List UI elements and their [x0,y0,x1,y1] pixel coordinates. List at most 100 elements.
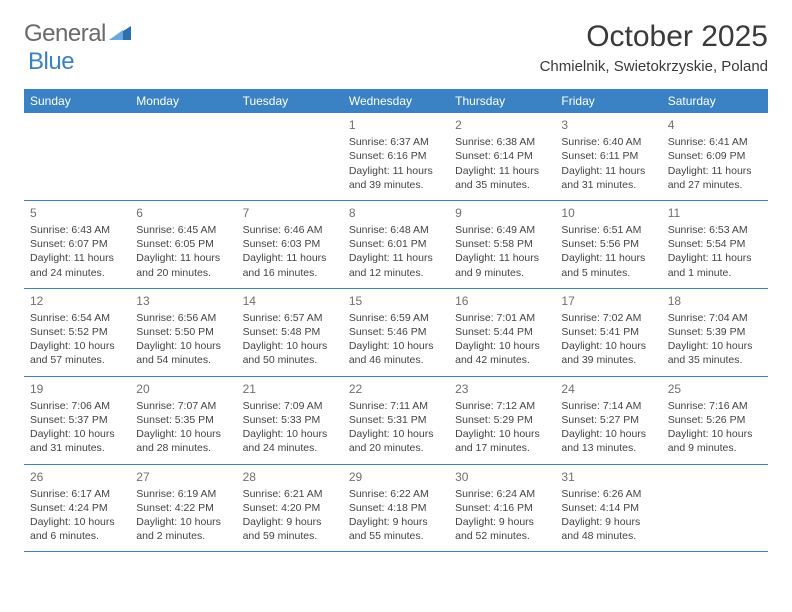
day-header: Thursday [449,89,555,113]
calendar-cell: 14Sunrise: 6:57 AMSunset: 5:48 PMDayligh… [237,288,343,376]
calendar-cell: 20 Sunrise: 7:07 AMSunset: 5:35 PMDayligh… [130,376,236,464]
logo-triangle-icon [109,24,131,45]
sunrise-text: Sunrise: 7:07 AM [136,399,230,413]
sunset-text: Sunset: 6:16 PM [349,149,443,163]
sunset-text: Sunset: 4:24 PM [30,501,124,515]
day-number: 14 [243,293,337,309]
sunrise-text: Sunrise: 6:21 AM [243,487,337,501]
sunrise-text: Sunrise: 7:12 AM [455,399,549,413]
day-number: 31 [561,469,655,485]
day-number: 21 [243,381,337,397]
sunrise-text: Sunrise: 7:14 AM [561,399,655,413]
sunrise-text: Sunrise: 6:22 AM [349,487,443,501]
calendar-cell: 28Sunrise: 6:21 AMSunset: 4:20 PMDayligh… [237,464,343,552]
calendar-row: 26Sunrise: 6:17 AMSunset: 4:24 PMDayligh… [24,464,768,552]
calendar-row: 5Sunrise: 6:43 AMSunset: 6:07 PMDaylight… [24,200,768,288]
sunset-text: Sunset: 5:29 PM [455,413,549,427]
calendar-cell: 6Sunrise: 6:45 AMSunset: 6:05 PMDaylight… [130,200,236,288]
daylight-text: Daylight: 10 hours and 42 minutes. [455,339,549,367]
subtitle: Chmielnik, Swietokrzyskie, Poland [540,58,768,75]
sunrise-text: Sunrise: 6:45 AM [136,223,230,237]
day-number: 8 [349,205,443,221]
day-number: 17 [561,293,655,309]
calendar-cell: 26Sunrise: 6:17 AMSunset: 4:24 PMDayligh… [24,464,130,552]
sunset-text: Sunset: 5:26 PM [668,413,762,427]
calendar-cell [130,113,236,200]
daylight-text: Daylight: 10 hours and 35 minutes. [668,339,762,367]
day-number: 12 [30,293,124,309]
day-number: 27 [136,469,230,485]
daylight-text: Daylight: 11 hours and 9 minutes. [455,251,549,279]
calendar-cell: 21Sunrise: 7:09 AMSunset: 5:33 PMDayligh… [237,376,343,464]
day-number: 20 [136,381,230,397]
calendar-cell: 29Sunrise: 6:22 AMSunset: 4:18 PMDayligh… [343,464,449,552]
title-block: October 2025 Chmielnik, Swietokrzyskie, … [540,20,768,75]
sunset-text: Sunset: 5:50 PM [136,325,230,339]
calendar-cell: 23Sunrise: 7:12 AMSunset: 5:29 PMDayligh… [449,376,555,464]
sunset-text: Sunset: 6:05 PM [136,237,230,251]
sunrise-text: Sunrise: 6:37 AM [349,135,443,149]
daylight-text: Daylight: 10 hours and 20 minutes. [349,427,443,455]
day-number: 10 [561,205,655,221]
daylight-text: Daylight: 10 hours and 24 minutes. [243,427,337,455]
calendar-cell: 24Sunrise: 7:14 AMSunset: 5:27 PMDayligh… [555,376,661,464]
day-header: Tuesday [237,89,343,113]
calendar-cell [237,113,343,200]
sunset-text: Sunset: 5:48 PM [243,325,337,339]
daylight-text: Daylight: 10 hours and 57 minutes. [30,339,124,367]
calendar-cell: 15Sunrise: 6:59 AMSunset: 5:46 PMDayligh… [343,288,449,376]
daylight-text: Daylight: 10 hours and 54 minutes. [136,339,230,367]
sunset-text: Sunset: 5:58 PM [455,237,549,251]
calendar-cell: 25Sunrise: 7:16 AMSunset: 5:26 PMDayligh… [662,376,768,464]
daylight-text: Daylight: 11 hours and 31 minutes. [561,164,655,192]
sunset-text: Sunset: 6:07 PM [30,237,124,251]
sunset-text: Sunset: 6:01 PM [349,237,443,251]
daylight-text: Daylight: 9 hours and 59 minutes. [243,515,337,543]
daylight-text: Daylight: 9 hours and 52 minutes. [455,515,549,543]
day-number: 13 [136,293,230,309]
day-number: 24 [561,381,655,397]
calendar-cell: 16Sunrise: 7:01 AMSunset: 5:44 PMDayligh… [449,288,555,376]
sunrise-text: Sunrise: 7:11 AM [349,399,443,413]
calendar-head: SundayMondayTuesdayWednesdayThursdayFrid… [24,89,768,113]
calendar-cell: 31Sunrise: 6:26 AMSunset: 4:14 PMDayligh… [555,464,661,552]
sunset-text: Sunset: 5:31 PM [349,413,443,427]
day-number: 29 [349,469,443,485]
daylight-text: Daylight: 11 hours and 12 minutes. [349,251,443,279]
day-number: 19 [30,381,124,397]
logo-text-1: General [24,20,106,48]
sunrise-text: Sunrise: 6:26 AM [561,487,655,501]
daylight-text: Daylight: 10 hours and 28 minutes. [136,427,230,455]
daylight-text: Daylight: 11 hours and 16 minutes. [243,251,337,279]
sunrise-text: Sunrise: 6:41 AM [668,135,762,149]
sunrise-text: Sunrise: 7:01 AM [455,311,549,325]
sunrise-text: Sunrise: 6:46 AM [243,223,337,237]
sunset-text: Sunset: 5:35 PM [136,413,230,427]
day-header: Monday [130,89,236,113]
sunrise-text: Sunrise: 7:04 AM [668,311,762,325]
calendar-row: 12Sunrise: 6:54 AMSunset: 5:52 PMDayligh… [24,288,768,376]
sunrise-text: Sunrise: 6:48 AM [349,223,443,237]
sunset-text: Sunset: 5:41 PM [561,325,655,339]
calendar-cell: 1Sunrise: 6:37 AMSunset: 6:16 PMDaylight… [343,113,449,200]
daylight-text: Daylight: 10 hours and 9 minutes. [668,427,762,455]
daylight-text: Daylight: 9 hours and 48 minutes. [561,515,655,543]
header: General October 2025 Chmielnik, Swietokr… [24,20,768,75]
sunset-text: Sunset: 5:44 PM [455,325,549,339]
sunrise-text: Sunrise: 7:02 AM [561,311,655,325]
calendar-body: 1Sunrise: 6:37 AMSunset: 6:16 PMDaylight… [24,113,768,552]
sunrise-text: Sunrise: 6:54 AM [30,311,124,325]
day-number: 6 [136,205,230,221]
sunset-text: Sunset: 6:09 PM [668,149,762,163]
calendar-cell: 3Sunrise: 6:40 AMSunset: 6:11 PMDaylight… [555,113,661,200]
daylight-text: Daylight: 10 hours and 50 minutes. [243,339,337,367]
sunset-text: Sunset: 5:27 PM [561,413,655,427]
calendar-cell: 27Sunrise: 6:19 AMSunset: 4:22 PMDayligh… [130,464,236,552]
sunset-text: Sunset: 5:39 PM [668,325,762,339]
sunset-text: Sunset: 5:37 PM [30,413,124,427]
calendar-cell [662,464,768,552]
day-header: Friday [555,89,661,113]
sunrise-text: Sunrise: 6:38 AM [455,135,549,149]
day-number: 15 [349,293,443,309]
logo-text-2: Blue [28,48,74,75]
